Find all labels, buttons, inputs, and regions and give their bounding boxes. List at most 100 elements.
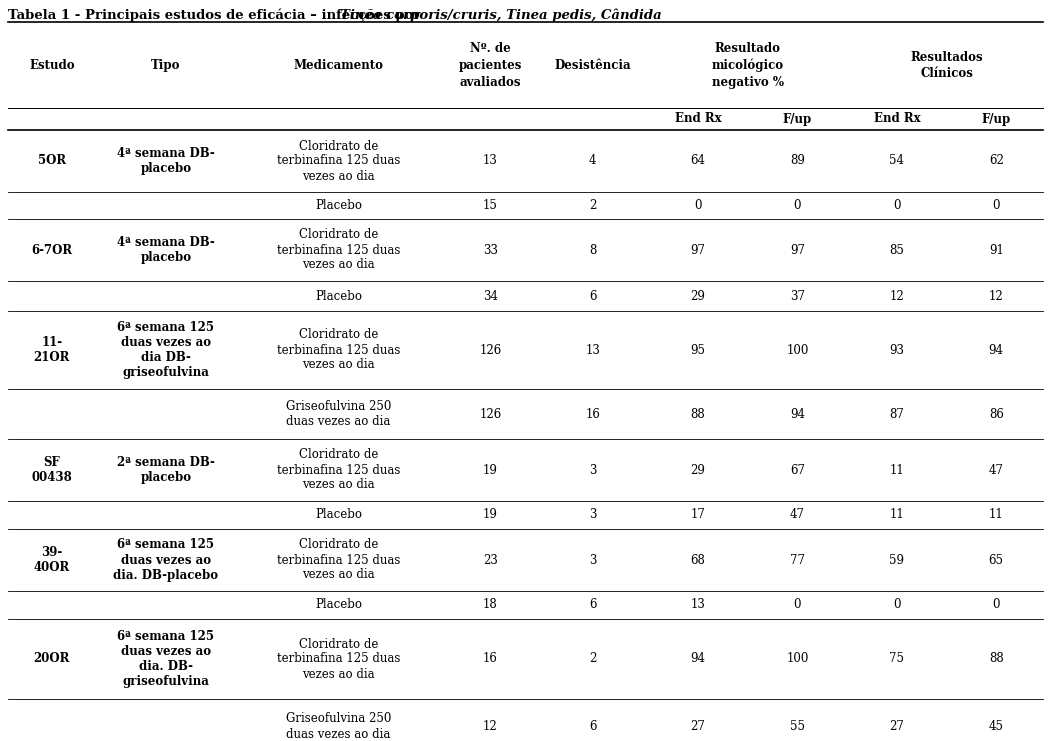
Text: Estudo: Estudo xyxy=(29,59,75,72)
Text: 13: 13 xyxy=(483,155,498,167)
Text: 6ª semana 125
duas vezes ao
dia DB-
griseofulvina: 6ª semana 125 duas vezes ao dia DB- gris… xyxy=(118,321,214,379)
Text: 5OR: 5OR xyxy=(38,155,66,167)
Text: 4: 4 xyxy=(589,155,597,167)
Text: 37: 37 xyxy=(790,290,805,302)
Text: Tabela 1 - Principais estudos de eficácia – infecções por: Tabela 1 - Principais estudos de eficáci… xyxy=(8,8,425,21)
Text: Cloridrato de
terbinafina 125 duas
vezes ao dia: Cloridrato de terbinafina 125 duas vezes… xyxy=(276,448,400,491)
Text: Resultados
Clínicos: Resultados Clínicos xyxy=(910,50,983,80)
Text: SF
00438: SF 00438 xyxy=(32,456,73,484)
Text: 65: 65 xyxy=(989,554,1004,567)
Text: 6: 6 xyxy=(589,599,597,611)
Text: 20OR: 20OR xyxy=(34,653,70,665)
Text: 11-
21OR: 11- 21OR xyxy=(34,336,70,364)
Text: Griseofulvina 250
duas vezes ao dia: Griseofulvina 250 duas vezes ao dia xyxy=(286,400,391,428)
Text: 75: 75 xyxy=(889,653,904,665)
Text: 6ª semana 125
duas vezes ao
dia. DB-placebo: 6ª semana 125 duas vezes ao dia. DB-plac… xyxy=(114,539,219,582)
Text: 2: 2 xyxy=(589,199,596,212)
Text: Placebo: Placebo xyxy=(315,290,362,302)
Text: 23: 23 xyxy=(483,554,498,567)
Text: Placebo: Placebo xyxy=(315,199,362,212)
Text: Cloridrato de
terbinafina 125 duas
vezes ao dia: Cloridrato de terbinafina 125 duas vezes… xyxy=(276,139,400,182)
Text: 11: 11 xyxy=(989,508,1004,522)
Text: 19: 19 xyxy=(483,464,498,476)
Text: 97: 97 xyxy=(691,244,705,256)
Text: 100: 100 xyxy=(786,344,808,356)
Text: Resultado
micológico
negativo %: Resultado micológico negativo % xyxy=(712,42,784,89)
Text: 62: 62 xyxy=(989,155,1004,167)
Text: 100: 100 xyxy=(786,653,808,665)
Text: Placebo: Placebo xyxy=(315,599,362,611)
Text: 16: 16 xyxy=(483,653,498,665)
Text: 6-7OR: 6-7OR xyxy=(32,244,73,256)
Text: 15: 15 xyxy=(483,199,498,212)
Text: Nº. de
pacientes
avaliados: Nº. de pacientes avaliados xyxy=(458,42,522,88)
Text: Tinea corporis/cruris, Tinea pedis, Cândida: Tinea corporis/cruris, Tinea pedis, Când… xyxy=(339,8,661,21)
Text: 19: 19 xyxy=(483,508,498,522)
Text: Placebo: Placebo xyxy=(315,508,362,522)
Text: 13: 13 xyxy=(691,599,705,611)
Text: 3: 3 xyxy=(589,554,597,567)
Text: 2: 2 xyxy=(589,653,596,665)
Text: 88: 88 xyxy=(989,653,1004,665)
Text: 0: 0 xyxy=(794,599,801,611)
Text: 11: 11 xyxy=(889,464,904,476)
Text: 17: 17 xyxy=(691,508,705,522)
Text: 6ª semana 125
duas vezes ao
dia. DB-
griseofulvina: 6ª semana 125 duas vezes ao dia. DB- gri… xyxy=(118,630,214,688)
Text: 85: 85 xyxy=(889,244,904,256)
Text: 29: 29 xyxy=(691,290,705,302)
Text: Cloridrato de
terbinafina 125 duas
vezes ao dia: Cloridrato de terbinafina 125 duas vezes… xyxy=(276,328,400,371)
Text: 0: 0 xyxy=(893,599,901,611)
Text: Desistência: Desistência xyxy=(555,59,631,72)
Text: Cloridrato de
terbinafina 125 duas
vezes ao dia: Cloridrato de terbinafina 125 duas vezes… xyxy=(276,637,400,680)
Text: 3: 3 xyxy=(589,464,597,476)
Text: Cloridrato de
terbinafina 125 duas
vezes ao dia: Cloridrato de terbinafina 125 duas vezes… xyxy=(276,228,400,271)
Text: 6: 6 xyxy=(589,290,597,302)
Text: F/up: F/up xyxy=(783,113,812,125)
Text: 94: 94 xyxy=(691,653,705,665)
Text: 93: 93 xyxy=(889,344,904,356)
Text: 0: 0 xyxy=(893,199,901,212)
Text: 77: 77 xyxy=(790,554,805,567)
Text: 94: 94 xyxy=(790,408,805,420)
Text: 47: 47 xyxy=(989,464,1004,476)
Text: Griseofulvina 250
duas vezes ao dia: Griseofulvina 250 duas vezes ao dia xyxy=(286,713,391,740)
Text: Cloridrato de
terbinafina 125 duas
vezes ao dia: Cloridrato de terbinafina 125 duas vezes… xyxy=(276,539,400,582)
Text: 8: 8 xyxy=(589,244,596,256)
Text: 59: 59 xyxy=(889,554,904,567)
Text: 39-
40OR: 39- 40OR xyxy=(34,546,70,574)
Text: 97: 97 xyxy=(790,244,805,256)
Text: 126: 126 xyxy=(479,344,501,356)
Text: Tipo: Tipo xyxy=(151,59,181,72)
Text: F/up: F/up xyxy=(982,113,1011,125)
Text: 27: 27 xyxy=(691,720,705,733)
Text: 88: 88 xyxy=(691,408,705,420)
Text: 94: 94 xyxy=(989,344,1004,356)
Text: 4ª semana DB-
placebo: 4ª semana DB- placebo xyxy=(117,147,214,175)
Text: 16: 16 xyxy=(585,408,600,420)
Text: 33: 33 xyxy=(482,244,498,256)
Text: 91: 91 xyxy=(989,244,1004,256)
Text: 12: 12 xyxy=(989,290,1004,302)
Text: 6: 6 xyxy=(589,720,597,733)
Text: 27: 27 xyxy=(889,720,904,733)
Text: 95: 95 xyxy=(691,344,705,356)
Text: 45: 45 xyxy=(989,720,1004,733)
Text: 68: 68 xyxy=(691,554,705,567)
Text: 34: 34 xyxy=(482,290,498,302)
Text: 54: 54 xyxy=(889,155,904,167)
Text: 13: 13 xyxy=(585,344,600,356)
Text: 18: 18 xyxy=(483,599,498,611)
Text: 126: 126 xyxy=(479,408,501,420)
Text: 4ª semana DB-
placebo: 4ª semana DB- placebo xyxy=(117,236,214,264)
Text: 12: 12 xyxy=(889,290,904,302)
Text: 67: 67 xyxy=(790,464,805,476)
Text: 0: 0 xyxy=(794,199,801,212)
Text: 0: 0 xyxy=(992,199,1000,212)
Text: 87: 87 xyxy=(889,408,904,420)
Text: 11: 11 xyxy=(889,508,904,522)
Text: 86: 86 xyxy=(989,408,1004,420)
Text: 3: 3 xyxy=(589,508,597,522)
Text: 0: 0 xyxy=(992,599,1000,611)
Text: 55: 55 xyxy=(790,720,805,733)
Text: 0: 0 xyxy=(695,199,702,212)
